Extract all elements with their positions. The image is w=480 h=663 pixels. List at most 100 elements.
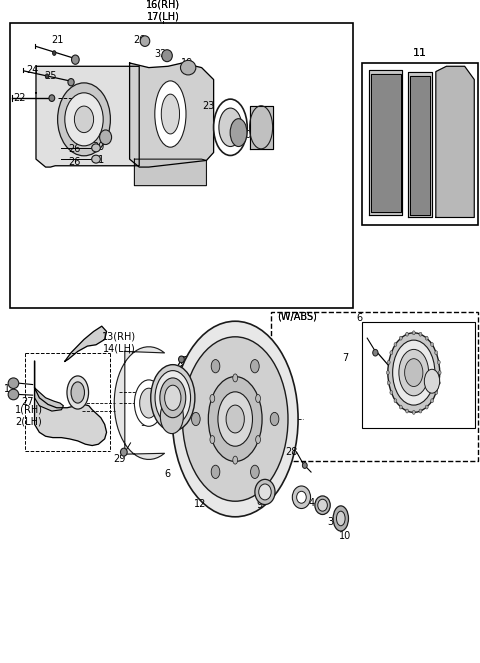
Text: 7: 7 [178, 356, 185, 367]
Ellipse shape [161, 94, 180, 134]
Ellipse shape [373, 349, 378, 356]
Text: 23: 23 [203, 101, 215, 111]
Ellipse shape [419, 409, 422, 413]
Polygon shape [65, 326, 107, 361]
Ellipse shape [387, 381, 390, 385]
Ellipse shape [333, 506, 348, 531]
Text: 5: 5 [140, 418, 146, 428]
Ellipse shape [431, 398, 433, 402]
Ellipse shape [406, 332, 408, 336]
Ellipse shape [74, 106, 94, 133]
Text: 16(RH)
17(LH): 16(RH) 17(LH) [146, 0, 180, 21]
Ellipse shape [210, 436, 215, 444]
Ellipse shape [336, 511, 345, 526]
Text: 15: 15 [4, 384, 17, 394]
Polygon shape [35, 361, 107, 446]
Polygon shape [408, 72, 432, 217]
Ellipse shape [412, 331, 415, 335]
Polygon shape [35, 388, 63, 411]
Ellipse shape [134, 380, 163, 426]
Ellipse shape [180, 60, 196, 75]
Text: 21: 21 [51, 34, 64, 45]
Text: 3: 3 [327, 517, 333, 528]
Text: 7: 7 [342, 353, 349, 363]
Ellipse shape [315, 496, 330, 514]
Ellipse shape [437, 360, 440, 364]
Ellipse shape [256, 436, 261, 444]
Ellipse shape [438, 371, 441, 375]
Ellipse shape [226, 405, 244, 433]
Ellipse shape [390, 351, 393, 355]
Text: 24: 24 [26, 64, 39, 75]
Text: 18: 18 [219, 117, 232, 128]
Text: 4: 4 [309, 497, 315, 508]
Ellipse shape [435, 391, 438, 394]
Ellipse shape [65, 93, 103, 146]
Ellipse shape [179, 356, 184, 363]
Ellipse shape [394, 398, 397, 402]
Ellipse shape [163, 375, 168, 381]
Polygon shape [410, 76, 430, 215]
Text: 29: 29 [113, 453, 125, 464]
Text: 1(RH)
2(LH): 1(RH) 2(LH) [15, 405, 43, 426]
Ellipse shape [182, 337, 288, 501]
Ellipse shape [58, 83, 110, 156]
Ellipse shape [412, 410, 415, 414]
Ellipse shape [292, 486, 311, 509]
Ellipse shape [160, 399, 183, 434]
Ellipse shape [425, 405, 428, 409]
Ellipse shape [233, 374, 238, 382]
Ellipse shape [8, 378, 19, 389]
Ellipse shape [255, 479, 275, 505]
Ellipse shape [100, 130, 112, 145]
Ellipse shape [140, 36, 150, 46]
Ellipse shape [424, 369, 440, 393]
Text: 6: 6 [164, 469, 170, 479]
Ellipse shape [437, 381, 440, 385]
Polygon shape [436, 66, 474, 217]
Polygon shape [134, 159, 206, 186]
Ellipse shape [419, 332, 422, 336]
Text: 31: 31 [92, 154, 105, 165]
Text: 26: 26 [133, 34, 145, 45]
Ellipse shape [211, 465, 220, 479]
Ellipse shape [251, 359, 259, 373]
Text: 20: 20 [240, 129, 252, 140]
Text: 9: 9 [256, 500, 262, 511]
Ellipse shape [71, 382, 84, 403]
Text: (W/ABS): (W/ABS) [276, 312, 317, 322]
Ellipse shape [387, 360, 390, 364]
Ellipse shape [68, 79, 74, 86]
Text: 8: 8 [153, 376, 159, 387]
Ellipse shape [390, 391, 393, 394]
Text: (W/ABS): (W/ABS) [276, 312, 317, 322]
Ellipse shape [165, 385, 181, 410]
Polygon shape [369, 70, 402, 215]
Ellipse shape [399, 336, 402, 340]
Ellipse shape [162, 50, 172, 62]
Text: 22: 22 [13, 93, 25, 103]
Text: 11: 11 [413, 48, 427, 58]
Ellipse shape [259, 484, 271, 500]
Bar [362, 322, 475, 428]
Ellipse shape [318, 499, 327, 511]
Ellipse shape [406, 409, 408, 413]
Ellipse shape [151, 365, 195, 431]
Text: 19: 19 [181, 58, 193, 68]
Text: 25: 25 [44, 71, 57, 82]
Ellipse shape [192, 412, 200, 426]
Polygon shape [371, 74, 401, 212]
Ellipse shape [67, 376, 88, 409]
Ellipse shape [140, 388, 158, 418]
Ellipse shape [425, 336, 428, 340]
Ellipse shape [435, 351, 438, 355]
Ellipse shape [214, 99, 247, 155]
Ellipse shape [233, 456, 238, 464]
Ellipse shape [405, 359, 423, 387]
Ellipse shape [386, 371, 389, 375]
Text: 27: 27 [22, 397, 34, 408]
Ellipse shape [399, 405, 402, 409]
Ellipse shape [230, 119, 247, 147]
Ellipse shape [53, 50, 56, 56]
Ellipse shape [393, 340, 435, 405]
